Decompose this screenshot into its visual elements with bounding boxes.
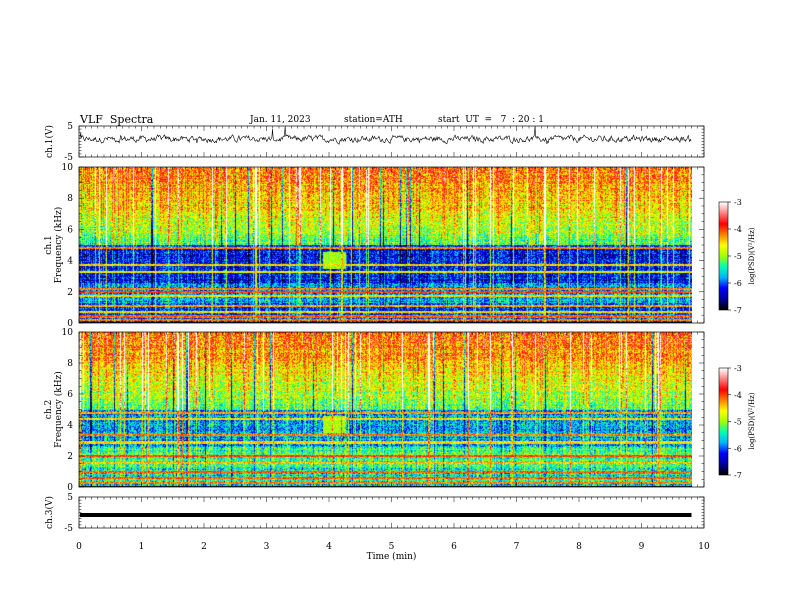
colorbar-tick-label: -4 [734,391,742,400]
start-time-label: start UT = 7 : 20 : 1 [438,115,544,125]
y-tick-label: 8 [67,359,73,369]
y-tick-label: -5 [64,153,73,163]
colorbar-2 [719,368,728,475]
x-tick-label: 7 [514,542,520,552]
y-axis-channel-label: ch.1 [44,235,54,254]
spectrogram-layer [79,167,728,487]
y-tick-label: 8 [67,194,73,204]
colorbar-1 [719,202,728,310]
y-axis-label: Frequency (kHz) [53,371,64,448]
date-label: Jan. 11, 2023 [250,115,311,125]
station-label: station=ATH [344,115,403,125]
spectrogram-ch2 [79,332,692,487]
colorbar-tick-label: -3 [734,364,742,373]
y-tick-label: 2 [67,452,73,462]
x-tick-label: 0 [76,542,82,552]
colorbar-tick-label: -6 [734,279,742,288]
x-tick-label: 10 [698,542,710,552]
colorbar-tick-label: -5 [734,252,742,261]
colorbar-tick-label: -7 [734,306,742,315]
y-axis-label: ch.3(V) [44,496,55,529]
colorbar-tick-label: -3 [734,198,742,207]
colorbar-tick-label: -6 [734,444,742,453]
y-tick-label: 5 [67,493,73,503]
y-tick-label: -5 [64,524,73,534]
spectrogram-ch1 [79,167,692,323]
y-tick-label: 6 [67,225,73,235]
colorbar-tick-label: -7 [734,471,742,480]
waveform-ch1 [79,126,692,145]
x-tick-label: 2 [201,542,207,552]
y-tick-label: 5 [67,122,73,132]
waveform-layer [79,126,692,517]
x-tick-label: 3 [264,542,270,552]
colorbar-tick-label: -5 [734,418,742,427]
y-axis-label: ch.1(V) [44,125,55,158]
y-tick-label: 10 [62,163,74,173]
x-tick-label: 6 [451,542,457,552]
colorbar-label: log(PSD)(V²/Hz) [748,392,756,449]
y-tick-label: 0 [67,483,73,493]
x-tick-label: 9 [639,542,645,552]
y-tick-label: 10 [62,328,74,338]
y-axis-channel-label: ch.2 [44,400,54,419]
x-tick-label: 5 [389,542,395,552]
y-tick-label: 4 [67,421,73,431]
colorbar-label: log(PSD)(V²/Hz) [748,227,756,284]
y-tick-label: 4 [67,257,73,267]
x-tick-label: 1 [139,542,145,552]
figure-title: VLF Spectra [80,113,154,126]
y-tick-label: 2 [67,288,73,298]
colorbar-tick-label: -4 [734,225,742,234]
y-tick-label: 0 [67,319,73,329]
y-axis-label: Frequency (kHz) [53,207,64,284]
x-axis-label: Time (min) [367,551,417,562]
x-tick-label: 8 [576,542,582,552]
x-tick-label: 4 [326,542,332,552]
y-tick-label: 6 [67,390,73,400]
